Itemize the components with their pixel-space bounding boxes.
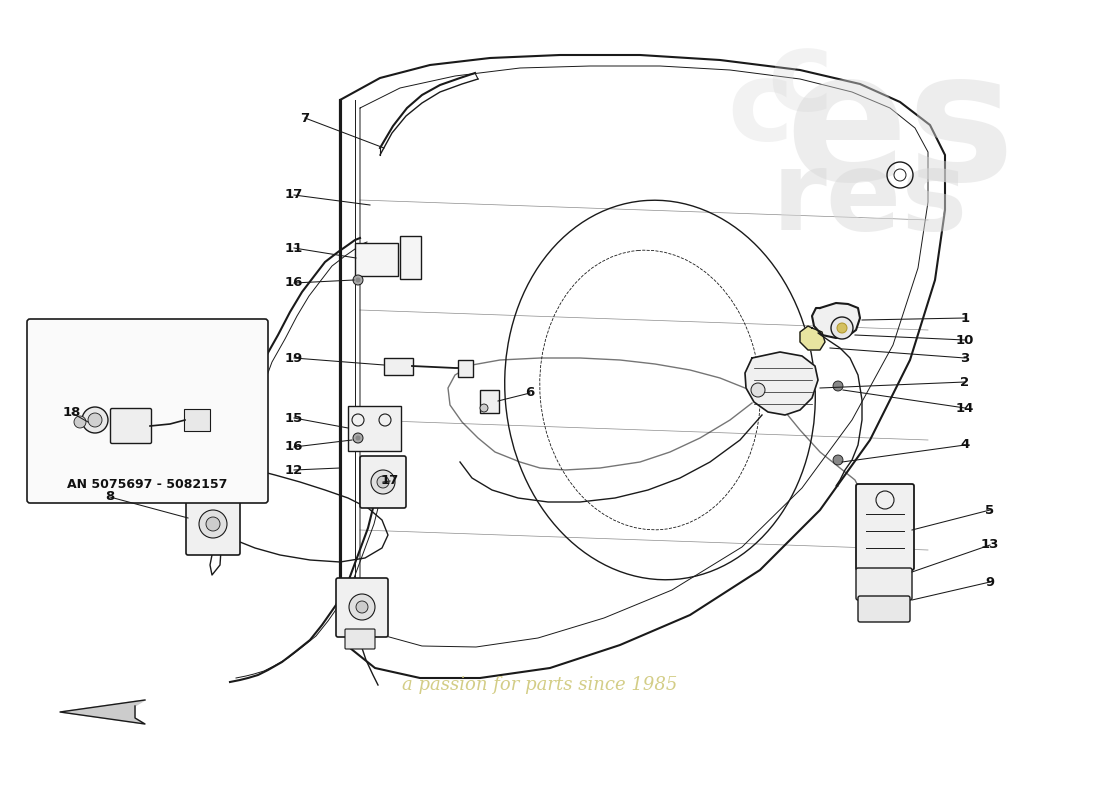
Circle shape xyxy=(355,278,361,282)
Polygon shape xyxy=(60,700,145,724)
Text: 11: 11 xyxy=(285,242,304,254)
FancyBboxPatch shape xyxy=(184,409,210,431)
Circle shape xyxy=(82,407,108,433)
Text: c: c xyxy=(727,57,793,163)
Text: 3: 3 xyxy=(960,351,969,365)
Circle shape xyxy=(355,435,361,441)
Text: 4: 4 xyxy=(960,438,969,451)
FancyBboxPatch shape xyxy=(384,358,412,374)
FancyBboxPatch shape xyxy=(856,568,912,600)
Text: 12: 12 xyxy=(285,463,304,477)
Text: 9: 9 xyxy=(986,575,994,589)
Text: es: es xyxy=(785,42,1015,218)
Text: a passion for parts since 1985: a passion for parts since 1985 xyxy=(403,676,678,694)
Circle shape xyxy=(356,601,369,613)
FancyBboxPatch shape xyxy=(360,456,406,508)
Text: 16: 16 xyxy=(285,277,304,290)
FancyBboxPatch shape xyxy=(399,235,420,278)
Text: 19: 19 xyxy=(285,351,304,365)
FancyBboxPatch shape xyxy=(856,484,914,570)
Text: 16: 16 xyxy=(285,441,304,454)
Text: 13: 13 xyxy=(981,538,999,551)
Circle shape xyxy=(751,383,764,397)
FancyBboxPatch shape xyxy=(480,390,498,413)
Text: 17: 17 xyxy=(285,189,304,202)
Text: 6: 6 xyxy=(526,386,535,399)
Text: AN 5075697 - 5082157: AN 5075697 - 5082157 xyxy=(67,478,228,490)
Circle shape xyxy=(199,510,227,538)
FancyBboxPatch shape xyxy=(354,242,397,275)
Circle shape xyxy=(833,455,843,465)
Text: 8: 8 xyxy=(106,490,114,503)
Circle shape xyxy=(830,317,852,339)
Text: 18: 18 xyxy=(63,406,81,419)
FancyBboxPatch shape xyxy=(348,406,400,450)
Text: 5: 5 xyxy=(986,503,994,517)
Circle shape xyxy=(88,413,102,427)
Circle shape xyxy=(349,594,375,620)
Text: 2: 2 xyxy=(960,375,969,389)
Text: 10: 10 xyxy=(956,334,975,346)
Circle shape xyxy=(74,416,86,428)
Circle shape xyxy=(837,323,847,333)
FancyBboxPatch shape xyxy=(336,578,388,637)
Text: 1: 1 xyxy=(960,311,969,325)
Circle shape xyxy=(353,275,363,285)
FancyBboxPatch shape xyxy=(110,409,152,443)
Text: 17: 17 xyxy=(381,474,399,487)
Polygon shape xyxy=(800,326,825,350)
Circle shape xyxy=(480,404,488,412)
Circle shape xyxy=(371,470,395,494)
FancyBboxPatch shape xyxy=(345,629,375,649)
Circle shape xyxy=(833,381,843,391)
Text: 7: 7 xyxy=(300,111,309,125)
FancyBboxPatch shape xyxy=(458,359,473,377)
Circle shape xyxy=(377,476,389,488)
FancyBboxPatch shape xyxy=(858,596,910,622)
Text: res: res xyxy=(772,146,968,254)
Polygon shape xyxy=(812,303,860,338)
FancyBboxPatch shape xyxy=(186,493,240,555)
Circle shape xyxy=(206,517,220,531)
Circle shape xyxy=(353,433,363,443)
Text: 14: 14 xyxy=(956,402,975,414)
Text: c: c xyxy=(767,26,833,134)
Polygon shape xyxy=(745,352,818,415)
FancyBboxPatch shape xyxy=(28,319,268,503)
Text: 15: 15 xyxy=(285,411,304,425)
